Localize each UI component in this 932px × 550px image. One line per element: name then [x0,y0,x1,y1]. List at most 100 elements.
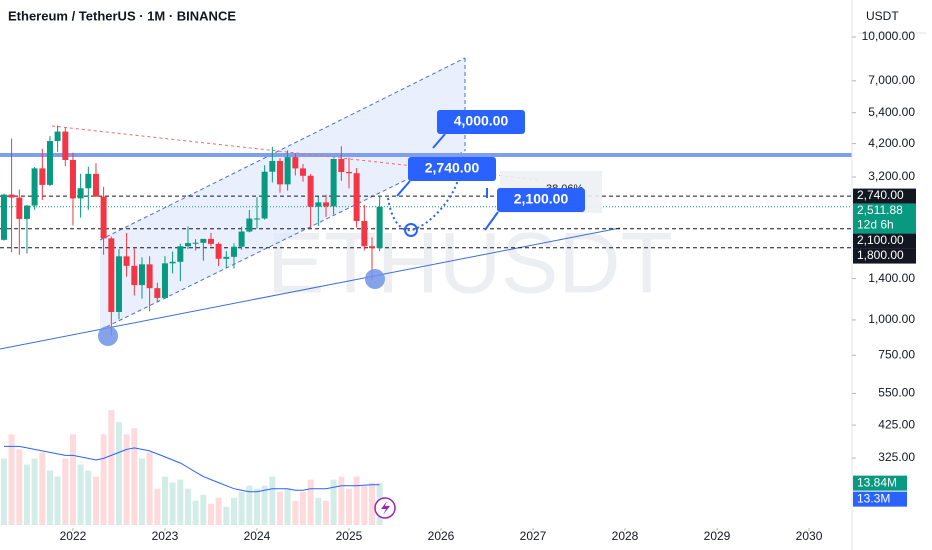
callout-label: 2,100.00 [514,191,569,207]
volume-ma-line [4,445,380,493]
price-badge [853,203,916,234]
candle-body [269,160,276,172]
channel-upper [99,57,466,241]
y-tick-label: 10,000.00 [862,29,916,43]
volume-bar [23,464,30,525]
candle-body [146,264,153,289]
volume-bar [69,434,76,525]
volume-bar [115,422,122,525]
symbol-title: Ethereum / TetherUS · 1M · BINANCE [8,8,236,23]
callout-pointer [484,211,499,231]
candle-body [299,168,306,176]
candle-body [77,188,84,199]
volume-bar [238,491,245,525]
volume-bar [269,476,276,525]
price-badge-label: 1,800.00 [857,248,904,262]
price-axis [852,0,932,550]
volume-bar [85,470,92,525]
candle-body [138,264,145,286]
volume-bar [292,500,299,525]
volume-bar [368,482,375,525]
candle-body [85,173,92,189]
candle-body [230,246,237,257]
candle-body [39,168,46,185]
watermark: ETHUSDT [267,216,673,312]
volume-bar [54,476,61,525]
alert-icon-bolt [381,501,390,515]
volume-bar [338,476,345,525]
volume-bar [108,410,115,525]
candle-body [315,202,322,207]
volume-bar [62,458,69,525]
candle-body [62,131,69,160]
projection-point [404,223,418,237]
volume-bar [192,500,199,525]
price-badge-label: 2,100.00 [857,233,904,247]
candle-body [246,218,253,232]
volume-bar [322,500,329,525]
candle-body [92,173,99,197]
volume-bar [299,491,306,525]
countdown-label: 12d 6h [857,218,894,232]
candle-body [8,194,15,198]
y-tick-label: 4,200.00 [868,136,915,150]
candle-body [200,238,207,243]
volume-bar [46,470,53,525]
volume-bar [92,476,99,525]
candle-body [184,243,191,247]
candle-body [31,168,38,206]
volume-badge [853,491,907,507]
volume-bar [146,452,153,525]
y-tick-label: 7,000.00 [868,73,915,87]
price-badge [853,233,916,249]
volume-bar [361,485,368,525]
candle-body [292,157,299,169]
candle-body [54,131,61,142]
volume-bar [276,491,283,525]
candle-body [276,160,283,185]
volume-badge-label: 13.84M [857,475,897,489]
volume-bar [223,506,230,525]
candle-body [23,205,30,219]
candle-body [123,256,130,266]
candle-body [253,218,260,220]
volume-bar [138,458,145,525]
volume-bar [161,476,168,525]
volume-bar [261,485,268,525]
volume-bar [315,497,322,525]
volume-bar [330,479,337,525]
candle-body [307,175,314,207]
callout-box [497,188,585,212]
candle-body [177,246,184,262]
price-badge-label: 2,511.88 [857,203,903,217]
y-tick-label: 1,400.00 [868,271,915,285]
candle-body [238,231,245,247]
callout-pointer [432,133,446,149]
candle-body [161,263,168,298]
price-badge [853,188,916,204]
volume-bar [31,458,38,525]
candle-body [207,238,214,244]
volume-bar [353,476,360,525]
pivot-marker [365,269,385,289]
volume-bar [184,488,191,525]
y-tick-label: 550.00 [878,386,915,400]
callout-label: 4,000.00 [454,113,509,129]
candle-body [353,173,360,221]
pivot-marker [98,326,118,346]
channel-lower [99,150,466,331]
candle-body [192,242,199,244]
volume-bar [207,503,214,525]
volume-badge [853,475,907,491]
x-tick-label: 2023 [152,529,179,543]
y-tick-label: 1,000.00 [868,312,915,326]
volume-bar [230,497,237,525]
volume-bar [284,488,291,525]
volume-bar [169,482,176,525]
volume-bar [131,428,138,525]
candle-body [330,158,337,207]
candle-body [0,194,7,240]
candle-body [345,172,352,174]
currency-label[interactable]: USDT [866,9,899,23]
candle-body [131,265,138,286]
